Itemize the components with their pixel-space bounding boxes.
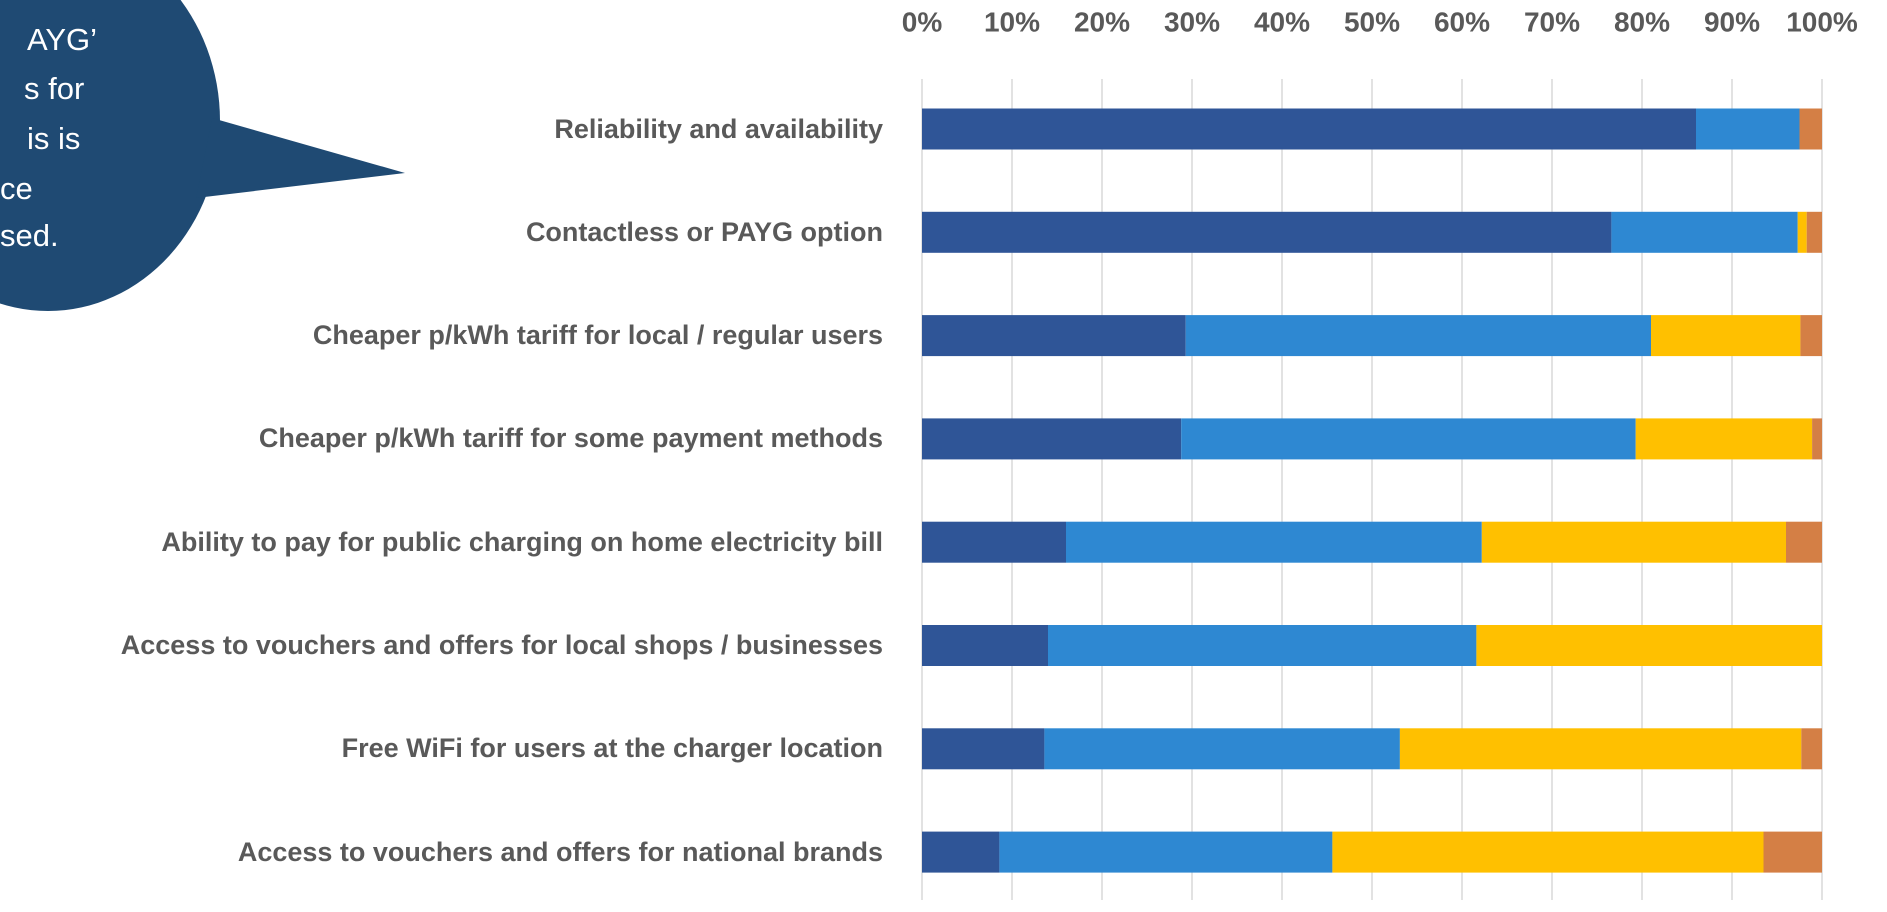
bar-segment xyxy=(1797,211,1807,253)
bar-segment xyxy=(1399,728,1802,770)
category-label: Free WiFi for users at the charger locat… xyxy=(341,733,883,764)
x-tick-label: 40% xyxy=(1254,6,1310,37)
bar-segment xyxy=(1332,831,1764,873)
x-tick-label: 60% xyxy=(1434,6,1490,37)
x-tick-label: 100% xyxy=(1786,6,1858,37)
x-tick-label: 10% xyxy=(984,6,1040,37)
bar-segment xyxy=(922,521,1066,563)
bubble-line: ce xyxy=(0,171,33,206)
bar-segment xyxy=(1611,211,1798,253)
bubble-line: AYG’ xyxy=(27,22,97,57)
x-tick-label: 70% xyxy=(1524,6,1580,37)
bar-segment xyxy=(922,728,1045,770)
category-label-box: Access to vouchers and offers for nation… xyxy=(14,792,883,912)
bar-segment xyxy=(1800,315,1822,357)
bar-segment xyxy=(1786,521,1822,563)
category-label-box: Ability to pay for public charging on ho… xyxy=(14,482,883,602)
bar-segment xyxy=(1651,315,1801,357)
bar-segment xyxy=(1635,418,1813,460)
bar-segment xyxy=(1181,418,1636,460)
x-tick-label: 50% xyxy=(1344,6,1400,37)
category-label-box: Free WiFi for users at the charger locat… xyxy=(14,689,883,809)
category-label: Access to vouchers and offers for nation… xyxy=(237,836,883,867)
x-tick-label: 90% xyxy=(1704,6,1760,37)
category-label-box: Cheaper p/kWh tariff for local / regular… xyxy=(14,276,883,396)
category-label-box: Reliability and availability xyxy=(14,69,883,189)
x-tick-label: 30% xyxy=(1164,6,1220,37)
bar-segment xyxy=(1048,625,1477,666)
bar-segment xyxy=(999,831,1333,873)
bar-segment xyxy=(1066,521,1482,563)
bar-segment xyxy=(1806,211,1822,253)
bar-segment xyxy=(922,418,1182,460)
bubble-line: is is xyxy=(27,121,80,156)
bar-segment xyxy=(1481,521,1786,563)
bar-segment xyxy=(1476,625,1822,666)
bar-segment xyxy=(1801,728,1822,770)
bar-segment xyxy=(1763,831,1822,873)
bar-segment xyxy=(922,625,1048,666)
bar-segment xyxy=(922,108,1696,150)
bar-segment xyxy=(922,315,1186,357)
bar-segment xyxy=(1799,108,1822,150)
x-tick-label: 0% xyxy=(902,6,943,37)
category-label: Cheaper p/kWh tariff for local / regular… xyxy=(312,320,883,351)
category-label: Reliability and availability xyxy=(554,113,883,144)
bar-segment xyxy=(1696,108,1800,150)
category-label-box: Contactless or PAYG option xyxy=(14,172,883,292)
category-label-box: Cheaper p/kWh tariff for some payment me… xyxy=(14,379,883,499)
bar-segment xyxy=(1185,315,1651,357)
x-tick-label: 80% xyxy=(1614,6,1670,37)
bubble-line: s for xyxy=(24,71,84,106)
category-label: Cheaper p/kWh tariff for some payment me… xyxy=(258,423,883,454)
category-label: Access to vouchers and offers for local … xyxy=(120,630,883,660)
bubble-line: sed. xyxy=(0,218,59,253)
x-tick-label: 20% xyxy=(1074,6,1130,37)
category-label: Ability to pay for public charging on ho… xyxy=(161,526,883,557)
bar-segment xyxy=(1812,418,1822,460)
category-label-box: Access to vouchers and offers for local … xyxy=(14,586,883,706)
bubble-pointer xyxy=(196,118,405,198)
bar-segment xyxy=(922,211,1612,253)
bubble-body xyxy=(0,0,220,311)
category-label: Contactless or PAYG option xyxy=(525,216,883,247)
bar-segment xyxy=(1044,728,1400,770)
speech-bubble: AYG’ s for is is ce sed. xyxy=(0,0,405,311)
bar-segment xyxy=(922,831,1000,873)
